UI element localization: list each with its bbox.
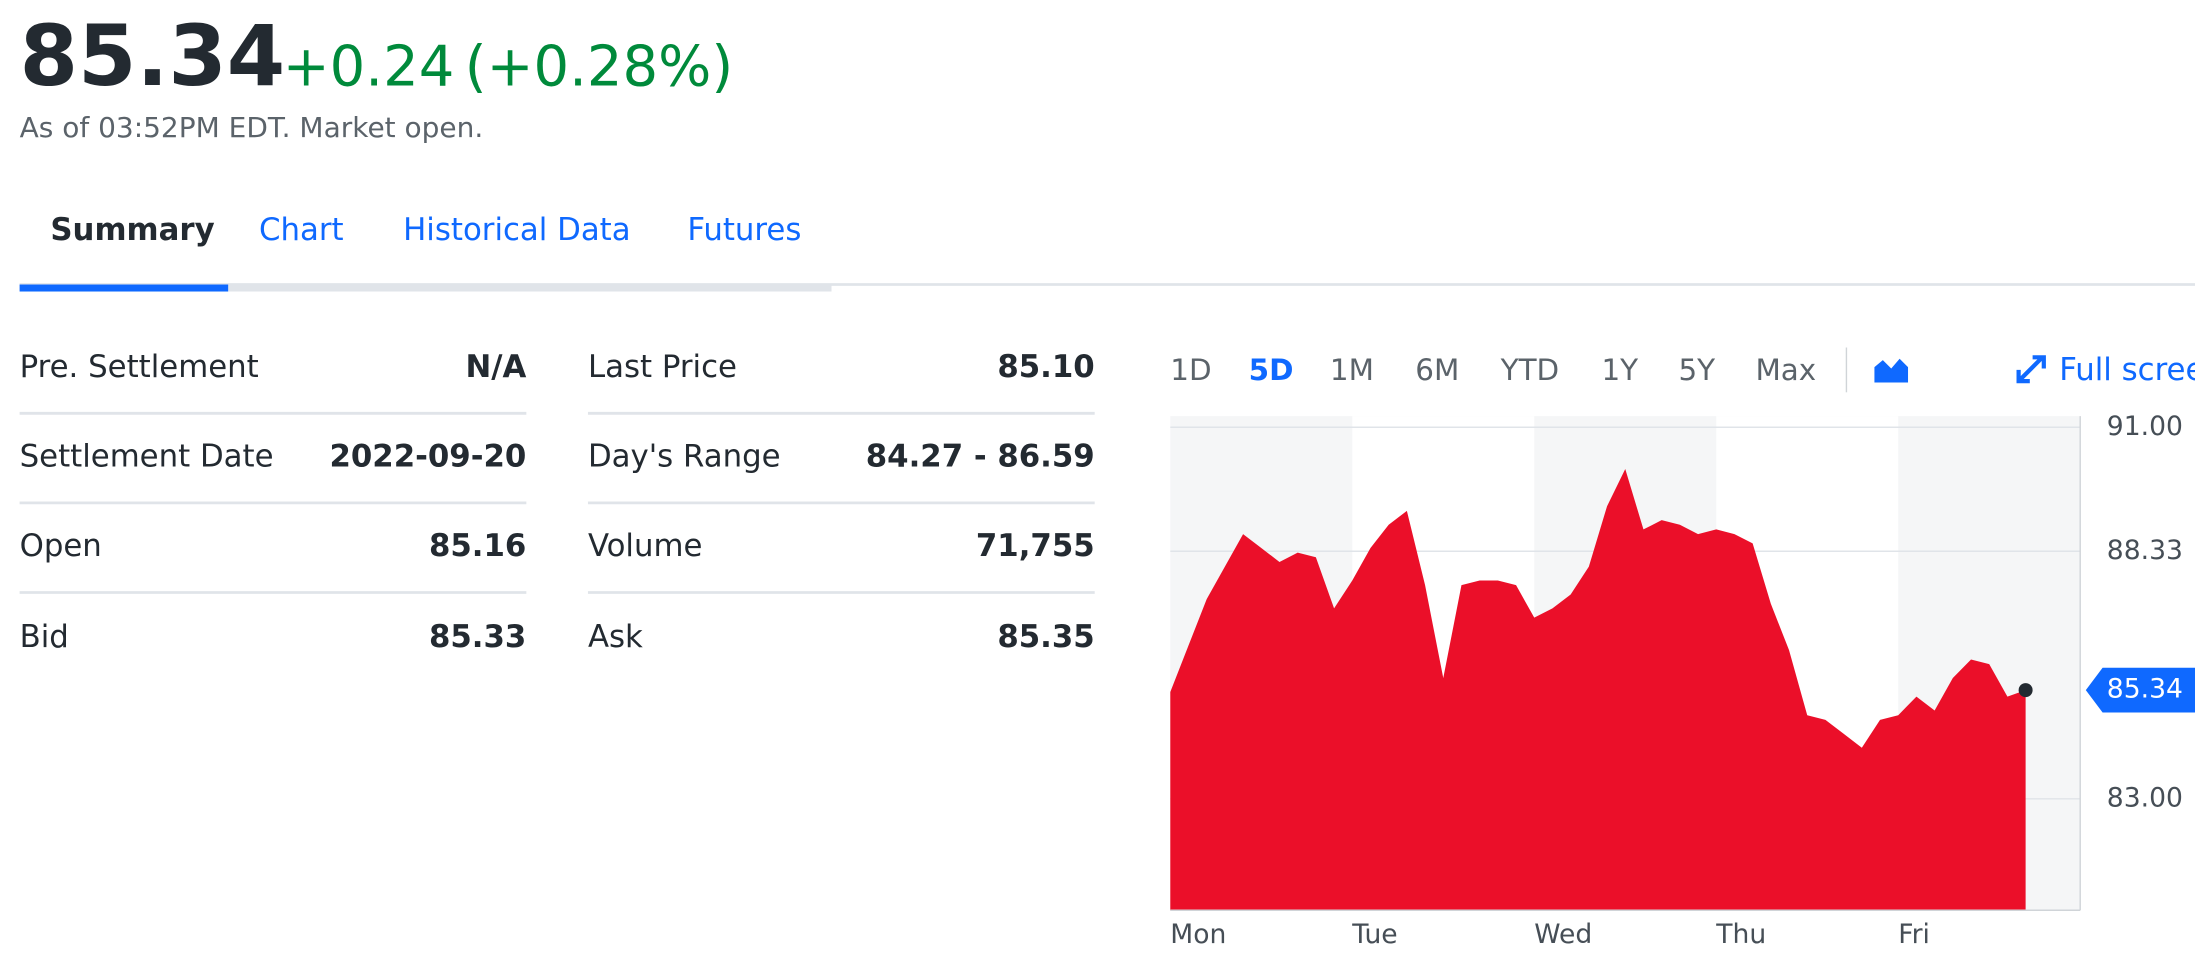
x-tick-label: Wed <box>1534 919 1592 950</box>
range-selector: 1D 5D 1M 6M YTD 1Y 5Y Max Full screen <box>1170 347 2195 393</box>
range-button[interactable]: 6M <box>1415 353 1459 387</box>
x-tick-label: Fri <box>1898 919 1930 950</box>
timestamp: As of 03:52PM EDT. Market open. <box>20 111 484 144</box>
range-button[interactable]: YTD <box>1500 353 1560 387</box>
tab[interactable]: Summary <box>50 212 214 248</box>
stat-value: 85.10 <box>997 349 1094 385</box>
range-button[interactable]: 1D <box>1170 353 1211 387</box>
stat-value: 71,755 <box>976 528 1095 564</box>
fullscreen-icon[interactable] <box>2016 355 2046 384</box>
stat-label: Day's Range <box>588 439 781 475</box>
stat-value: 2022-09-20 <box>329 439 526 475</box>
y-tick-label: 83.00 <box>2107 782 2183 813</box>
range-button[interactable]: 5Y <box>1678 353 1715 387</box>
range-button[interactable]: 5D <box>1249 353 1294 387</box>
stat-label: Ask <box>588 619 643 655</box>
price-area <box>1170 469 2026 911</box>
tab-active-underline <box>19 284 229 292</box>
chart: 83.00 88.33 91.00 85.34 Mon Tue Wed Thu Fri <box>1170 411 2195 950</box>
x-tick-label: Tue <box>1351 919 1397 950</box>
range-button[interactable]: 1M <box>1330 353 1374 387</box>
change-percent: (+0.28%) <box>465 34 733 99</box>
stat-label: Bid <box>20 619 69 655</box>
price-tag-label: 85.34 <box>2107 674 2183 705</box>
x-tick-label: Thu <box>1715 919 1766 950</box>
range-button[interactable]: 1Y <box>1601 353 1638 387</box>
price-tag <box>2085 667 2195 713</box>
stat-value: N/A <box>466 349 527 385</box>
stat-label: Volume <box>588 528 702 564</box>
y-tick-label: 91.00 <box>2107 411 2183 442</box>
chart-type-icon[interactable] <box>1874 358 1909 383</box>
tab[interactable]: Futures <box>687 212 801 248</box>
x-tick-label: Mon <box>1170 919 1226 950</box>
tab[interactable]: Chart <box>259 212 344 248</box>
last-point <box>2018 683 2033 698</box>
change: +0.24 <box>283 34 455 99</box>
y-tick-label: 88.33 <box>2107 535 2183 566</box>
tab[interactable]: Historical Data <box>403 212 630 248</box>
stat-value: 85.35 <box>997 619 1094 655</box>
stat-label: Open <box>20 528 102 564</box>
stat-label: Last Price <box>588 349 737 385</box>
stats-table: Pre. Settlement N/A Settlement Date 2022-09… <box>19 349 1095 655</box>
stat-value: 84.27 - 86.59 <box>866 439 1095 475</box>
stat-value: 85.16 <box>429 528 526 564</box>
range-button[interactable]: Max <box>1755 353 1816 387</box>
stat-value: 85.33 <box>429 619 526 655</box>
price: 85.34 <box>20 7 286 105</box>
fullscreen-link[interactable]: Full screen <box>2059 352 2195 388</box>
stat-label: Pre. Settlement <box>20 349 259 385</box>
tab-track <box>228 284 832 292</box>
stat-label: Settlement Date <box>20 439 274 475</box>
